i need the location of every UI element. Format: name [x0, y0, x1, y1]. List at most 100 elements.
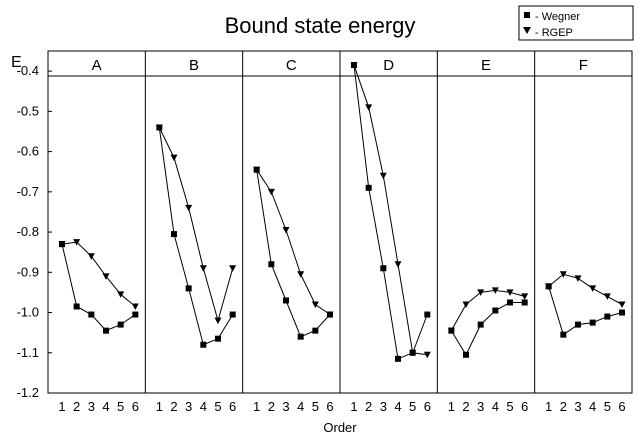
- x-tick-label: 4: [102, 399, 109, 414]
- data-point-wegner: [380, 265, 387, 272]
- panel-d: D 1 2 3 4 5 6: [339, 51, 431, 414]
- x-tick-label: 3: [380, 399, 387, 414]
- x-tick-label: 4: [492, 399, 499, 414]
- chart-title: Bound state energy: [225, 13, 416, 38]
- x-tick-label: 6: [618, 399, 625, 414]
- x-tick-label: 3: [88, 399, 95, 414]
- x-tick-label: 5: [214, 399, 221, 414]
- data-point-rgep: [229, 265, 237, 272]
- data-point-rgep: [155, 124, 163, 131]
- panel-b: B 1 2 3 4 5 6: [144, 51, 237, 414]
- x-tick-label: 5: [117, 399, 124, 414]
- panel-label: D: [383, 57, 394, 74]
- panel-label: E: [481, 57, 491, 74]
- series-line-rgep: [61, 241, 136, 307]
- data-point-wegner: [297, 333, 304, 340]
- data-point-rgep: [311, 301, 319, 308]
- x-tick-label: 2: [170, 399, 177, 414]
- x-tick-label: 5: [604, 399, 611, 414]
- series-line-rgep: [548, 273, 623, 305]
- y-tick-label: -0.6: [17, 144, 39, 159]
- x-tick-label: 3: [574, 399, 581, 414]
- panel-c: C 1 2 3 4 5 6: [242, 51, 334, 414]
- x-tick-label: 1: [58, 399, 65, 414]
- data-point-rgep: [282, 227, 290, 234]
- series-line-wegner: [353, 65, 428, 360]
- data-point-rgep: [589, 285, 597, 292]
- y-tick-label: -0.9: [17, 264, 39, 279]
- data-point-wegner: [477, 321, 484, 328]
- data-point-rgep: [326, 311, 334, 319]
- x-tick-label: 1: [545, 399, 552, 414]
- y-tick-label: -0.5: [17, 103, 39, 118]
- data-point-wegner: [604, 313, 611, 320]
- y-tick-label: -1.1: [17, 345, 39, 360]
- panel-label: A: [92, 57, 102, 74]
- data-point-rgep: [73, 239, 81, 246]
- x-tick-label: 2: [73, 399, 80, 414]
- panels: A1 2 3 4 5 6B1 2 3 4 5 6C1 2 3 4 5 6D1 2 3 4 5 6E1 2 3 4 5 6F1 2 3 4…: [58, 51, 626, 414]
- data-point-rgep: [185, 204, 193, 212]
- data-point-rgep: [170, 154, 178, 162]
- y-axis-label: E: [11, 54, 22, 71]
- data-point-rgep: [559, 271, 567, 278]
- panel-label: C: [286, 57, 297, 74]
- data-point-wegner: [424, 311, 431, 318]
- panel-e: E 1 2 3 4 5 6: [436, 51, 529, 414]
- data-point-rgep: [297, 271, 305, 278]
- x-tick-label: 5: [312, 399, 319, 414]
- x-tick-label: 6: [424, 399, 431, 414]
- series-line-wegner: [158, 127, 234, 346]
- data-point-wegner: [73, 303, 80, 310]
- legend-square-marker-icon: [524, 12, 530, 18]
- legend-triangle-marker-icon: [523, 27, 531, 34]
- series-line-rgep: [450, 289, 525, 331]
- data-point-rgep: [117, 291, 125, 298]
- data-point-wegner: [560, 331, 567, 338]
- data-point-rgep: [350, 62, 358, 69]
- data-point-rgep: [447, 327, 455, 335]
- data-point-wegner: [200, 341, 207, 348]
- x-tick-label: 1: [448, 399, 455, 414]
- x-tick-label: 1: [253, 399, 260, 414]
- data-point-wegner: [171, 231, 177, 238]
- data-point-rgep: [462, 301, 470, 308]
- y-tick-labels: -0.4 -0.5 -0.6 -0.7 -0.8 -0.9 -1.0 -1.1 -1.2: [17, 63, 52, 400]
- data-point-rgep: [253, 166, 261, 174]
- data-point-rgep: [394, 261, 402, 268]
- data-point-wegner: [132, 311, 139, 318]
- data-point-rgep: [491, 287, 499, 294]
- panel-label: F: [579, 57, 588, 74]
- x-tick-label: 1: [350, 399, 357, 414]
- data-point-rgep: [409, 349, 417, 357]
- series-line-rgep: [353, 64, 428, 356]
- x-tick-label: 5: [506, 399, 513, 414]
- data-point-rgep: [267, 188, 275, 196]
- legend-label-rgep: - RGEP: [535, 27, 573, 39]
- data-point-rgep: [477, 289, 485, 296]
- data-point-rgep: [574, 275, 582, 282]
- data-point-rgep: [199, 265, 207, 272]
- data-point-rgep: [365, 104, 373, 111]
- series-line-wegner: [61, 243, 136, 332]
- x-tick-label: 3: [477, 399, 484, 414]
- x-tick-label: 6: [326, 399, 333, 414]
- x-tick-label: 6: [132, 399, 139, 414]
- data-point-rgep: [423, 351, 431, 359]
- data-point-rgep: [87, 253, 95, 260]
- y-tick-label: -1.0: [17, 305, 39, 320]
- x-tick-label: 4: [200, 399, 207, 414]
- data-point-rgep: [131, 303, 139, 310]
- x-axis-label: Order: [323, 420, 357, 435]
- data-point-wegner: [589, 319, 596, 326]
- x-tick-label: 2: [462, 399, 469, 414]
- series-line-wegner: [548, 286, 623, 336]
- data-point-wegner: [117, 321, 124, 328]
- data-point-rgep: [379, 172, 387, 180]
- x-tick-label: 3: [185, 399, 192, 414]
- legend-label-wegner: - Wegner: [535, 11, 580, 23]
- data-point-rgep: [521, 293, 529, 300]
- data-point-rgep: [214, 317, 222, 325]
- x-tick-label: 2: [560, 399, 567, 414]
